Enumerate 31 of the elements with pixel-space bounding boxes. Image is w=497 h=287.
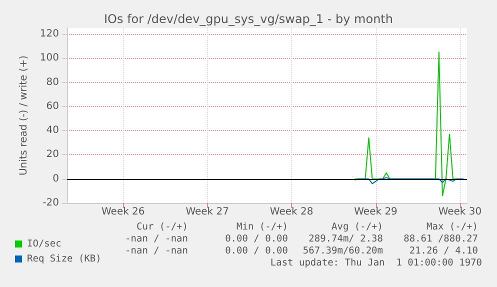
chart-title: IOs for /dev/dev_gpu_sys_vg/swap_1 - by month: [104, 12, 393, 26]
y-tick-label: 20: [46, 149, 59, 160]
text: Min (-/+): [236, 222, 288, 232]
text: Avg (-/+): [332, 222, 383, 232]
text: 21.26 / 4.10: [409, 246, 478, 256]
text: Last update: Thu Jan 1 01:00:00 1970: [270, 258, 482, 268]
line-series: [354, 177, 464, 184]
x-tick-label: Week 28: [270, 206, 314, 218]
legend-label: Req Size (KB): [27, 254, 102, 264]
x-tick-label: Week 29: [354, 206, 398, 218]
y-tick-label: 60: [46, 100, 59, 112]
text: -nan / -nan: [125, 234, 188, 244]
x-tick-label: Week 26: [101, 206, 145, 218]
y-tick-label: 120: [40, 28, 59, 40]
y-axis-title: Units read (-) / write (+): [18, 55, 30, 176]
text: 289.74m/ 2.38: [308, 234, 384, 244]
x-tick-label: Week 27: [186, 206, 230, 218]
text: 0.00 / 0.00: [225, 234, 288, 244]
text: 88.61 /880.27: [404, 234, 478, 244]
x-tick-label: Week 30: [438, 206, 482, 218]
text: -nan / -nan: [125, 246, 188, 256]
text: 0.00 / 0.00: [225, 246, 288, 256]
y-tick-label: 80: [46, 76, 59, 88]
y-tick-label: 0: [52, 173, 59, 184]
y-tick-label: -20: [42, 198, 59, 208]
legend-label: IO/sec: [27, 238, 62, 250]
text: 567.39m/60.20m: [302, 246, 384, 256]
text: Cur (-/+): [136, 222, 188, 232]
y-tick-label: 40: [46, 125, 59, 136]
text: Max (-/+): [426, 222, 478, 232]
y-tick-label: 100: [40, 52, 59, 64]
